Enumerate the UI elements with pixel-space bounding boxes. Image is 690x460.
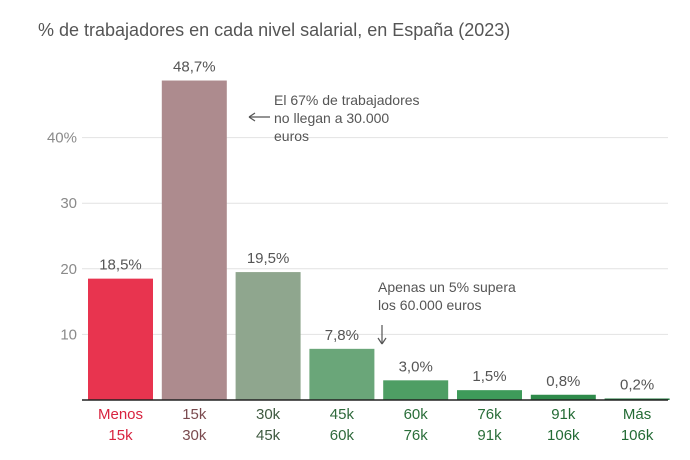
bar [457,390,522,400]
bar-value-label: 18,5% [99,257,142,274]
category-label: 76k [477,406,502,423]
category-label: 30k [256,406,281,423]
category-label: 45k [330,406,355,423]
category-label: 15k [182,406,207,423]
annotation-text: los 60.000 euros [378,297,482,313]
annotation-text: El 67% de trabajadores [274,92,420,108]
y-tick-label: 30 [60,195,77,212]
bar [383,380,449,400]
category-label: 91k [477,427,502,444]
bar-value-label: 0,8% [546,373,580,390]
y-tick-label: 20 [60,261,77,278]
bar-value-label: 19,5% [247,250,290,267]
annotation-arrow-head [377,337,387,345]
y-tick-label: 40% [47,130,77,147]
category-label: 60k [404,406,429,423]
category-label: 30k [182,427,207,444]
annotation-arrow-head [248,112,256,122]
category-label: 91k [551,406,576,423]
category-label: 60k [330,427,355,444]
category-label: 15k [108,427,133,444]
bar-value-label: 48,7% [173,59,216,76]
bar [309,348,375,400]
y-tick-label: 10 [60,326,77,343]
bar-value-label: 3,0% [399,358,433,375]
bar [530,394,596,400]
bar [161,80,227,400]
chart-title: % de trabajadores en cada nivel salarial… [38,20,511,40]
category-label: 76k [404,427,429,444]
annotation-text: Apenas un 5% supera [378,279,516,295]
category-label: 45k [256,427,281,444]
category-label: Más [623,406,651,423]
category-label: 106k [547,427,580,444]
annotation-text: euros [274,128,309,144]
bar [88,278,153,400]
bar [235,272,301,400]
category-label: Menos [98,406,143,423]
bar-value-label: 0,2% [620,377,654,394]
category-label: 106k [621,427,654,444]
bar-value-label: 1,5% [472,368,506,385]
annotation-text: no llegan a 30.000 [274,110,389,126]
bar-value-label: 7,8% [325,327,359,344]
